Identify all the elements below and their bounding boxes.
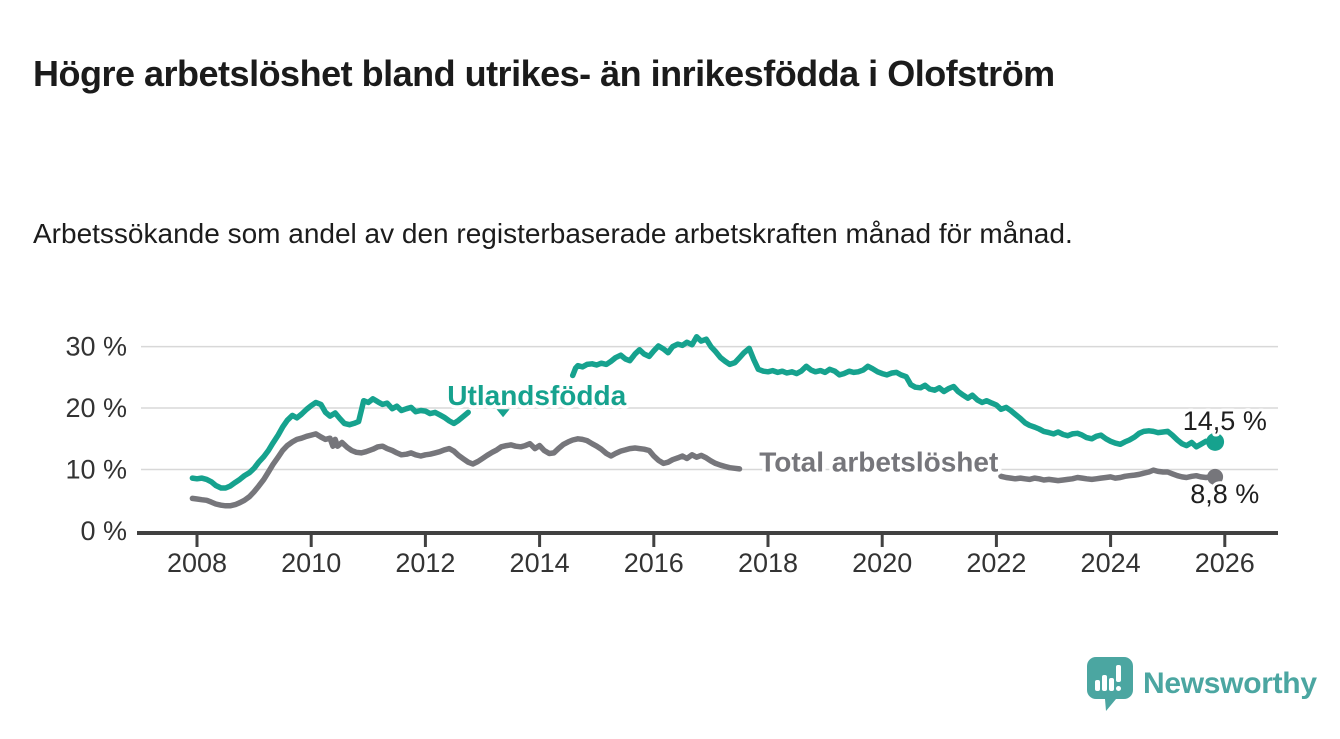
series-line-utlandsfodda-0 [189, 396, 471, 491]
y-tick-label: 30 % [65, 332, 127, 362]
y-tick-label: 20 % [65, 393, 127, 423]
x-tick-label: 2026 [1195, 548, 1255, 578]
newsworthy-logo-icon [1087, 657, 1133, 711]
x-tick-label: 2010 [281, 548, 341, 578]
x-tick-label: 2024 [1081, 548, 1141, 578]
x-tick-label: 2008 [167, 548, 227, 578]
label-pointer-triangle [496, 409, 510, 418]
page-subtitle: Arbetssökande som andel av den registerb… [33, 218, 1073, 249]
y-tick-label: 10 % [65, 455, 127, 485]
series-label-total: Total arbetslöshet [759, 446, 998, 477]
x-tick-label: 2016 [624, 548, 684, 578]
x-tick-label: 2020 [852, 548, 912, 578]
y-tick-label: 0 % [80, 516, 127, 546]
series-label-utlandsfodda: Utlandsfödda [447, 380, 626, 411]
x-tick-label: 2014 [510, 548, 570, 578]
logo-bars-icon [1095, 665, 1121, 691]
series-line-total-1 [998, 467, 1218, 484]
x-tick-label: 2022 [966, 548, 1026, 578]
series-line-utlandsfodda-1 [569, 334, 1218, 450]
page-title: Högre arbetslöshet bland utrikes- än inr… [33, 53, 1055, 95]
end-dot-total [1207, 468, 1224, 485]
end-value-label-utlandsfodda: 14,5 % [1183, 406, 1267, 436]
end-value-label-total: 8,8 % [1190, 479, 1259, 509]
newsworthy-logo: Newsworthy [1086, 656, 1317, 712]
end-dot-utlandsfodda [1206, 432, 1225, 451]
series-line-total-0 [189, 431, 743, 509]
newsworthy-logo-text: Newsworthy [1143, 667, 1317, 700]
x-tick-label: 2018 [738, 548, 798, 578]
x-tick-label: 2012 [395, 548, 455, 578]
